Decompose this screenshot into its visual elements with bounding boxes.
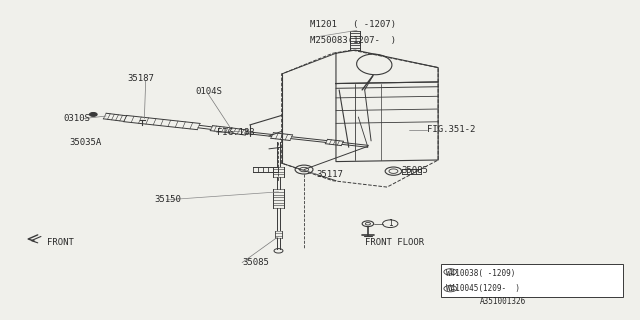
Text: 1: 1 (448, 286, 452, 292)
Bar (442, 264, 623, 297)
Text: 35085: 35085 (401, 166, 428, 175)
Text: W410038( -1209): W410038( -1209) (447, 268, 516, 278)
Text: FIG.351-2: FIG.351-2 (428, 125, 476, 134)
Text: 1: 1 (448, 269, 452, 275)
Text: 35187: 35187 (127, 74, 154, 83)
Text: M1201   ( -1207): M1201 ( -1207) (310, 20, 396, 29)
Text: A351001326: A351001326 (479, 297, 526, 306)
Text: FRONT FLOOR: FRONT FLOOR (365, 238, 424, 247)
Circle shape (90, 113, 97, 116)
Text: 0310S: 0310S (63, 114, 90, 123)
Text: 35035A: 35035A (70, 138, 102, 147)
Text: W410045(1209-  ): W410045(1209- ) (447, 284, 520, 292)
Text: 0104S: 0104S (195, 87, 222, 96)
Text: FIG.183: FIG.183 (216, 128, 254, 137)
Text: 1: 1 (388, 219, 392, 228)
Text: 35150: 35150 (154, 195, 181, 204)
Text: 35117: 35117 (317, 170, 344, 179)
Text: FRONT: FRONT (47, 238, 74, 247)
Text: 35085: 35085 (242, 258, 269, 267)
Text: M250083(1207-  ): M250083(1207- ) (310, 36, 396, 45)
